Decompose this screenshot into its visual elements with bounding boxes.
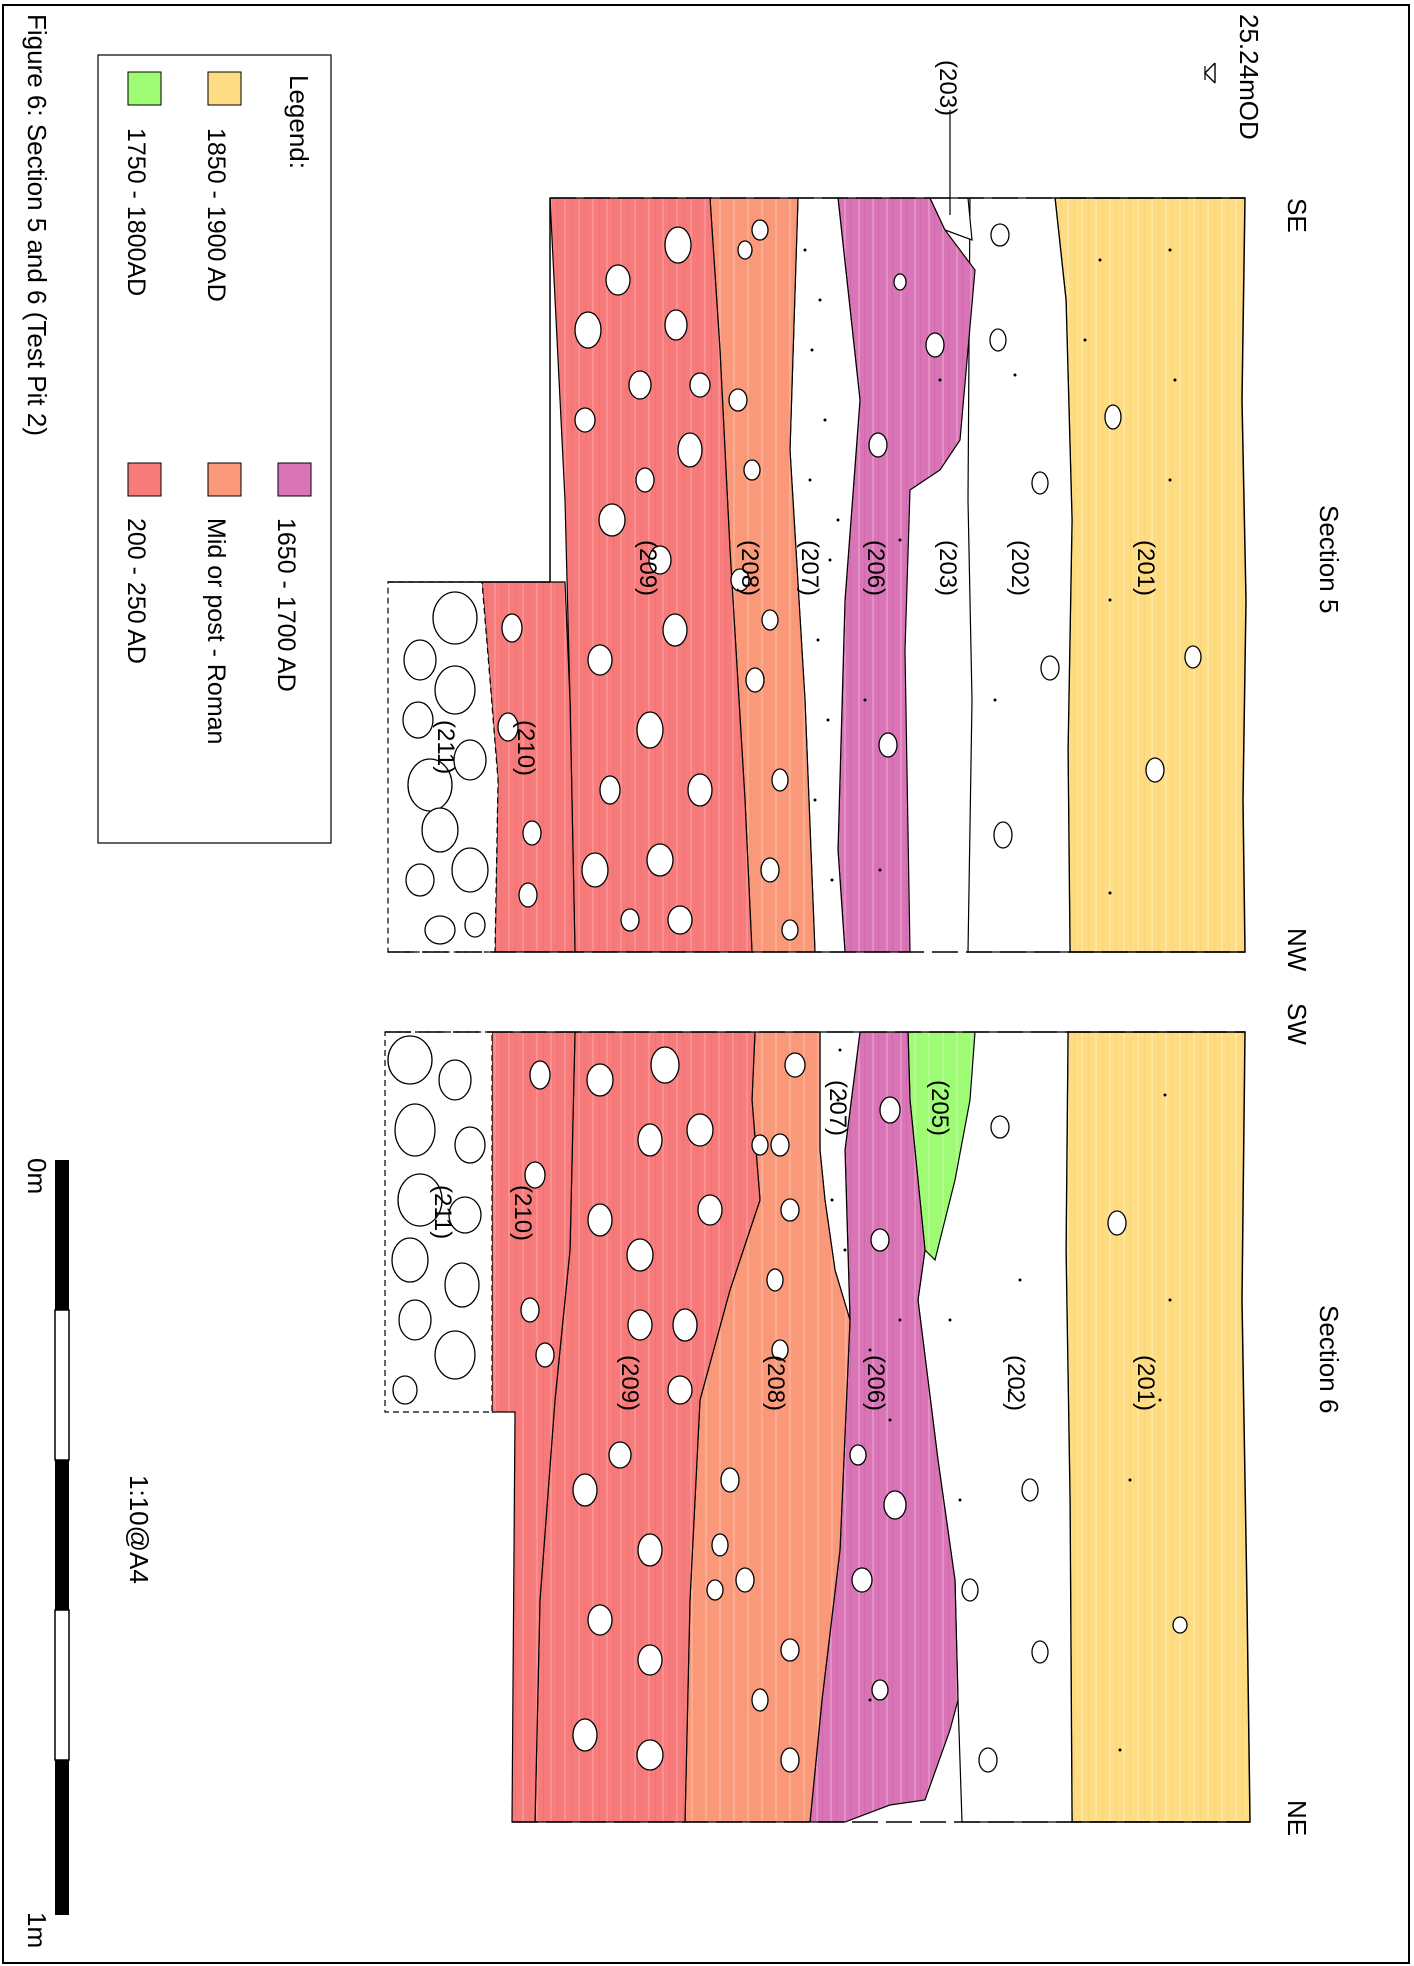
s5-end-se: SE bbox=[1282, 198, 1312, 233]
pebbles bbox=[387, 219, 1202, 1773]
scale-end-label: 1m bbox=[22, 1912, 52, 1948]
s5-label-206: (206) bbox=[862, 540, 889, 596]
layer-203-s5 bbox=[929, 197, 973, 241]
legend-label-3: Mid or post - Roman bbox=[202, 518, 230, 744]
layer-202-s5 bbox=[967, 197, 1073, 953]
s5-label-201: (201) bbox=[1132, 540, 1159, 596]
s5-label-207: (207) bbox=[796, 540, 823, 596]
s5-callout-203: (203) bbox=[934, 60, 961, 116]
s6-label-209: (209) bbox=[616, 1355, 643, 1411]
s6-label-201: (201) bbox=[1132, 1355, 1159, 1411]
legend-label-1: 1750 - 1800AD bbox=[122, 128, 150, 296]
s6-end-sw: SW bbox=[1282, 1003, 1312, 1045]
layer-210-s6 bbox=[491, 1031, 576, 1823]
scale-bar: 0m 1m 1:10@A4 bbox=[22, 1158, 154, 1948]
legend-swatch-3 bbox=[207, 462, 242, 497]
s6-label-208: (208) bbox=[762, 1355, 789, 1411]
s6-label-207: (207) bbox=[824, 1080, 851, 1136]
s5-label-202: (202) bbox=[1006, 540, 1033, 596]
scale-start-label: 0m bbox=[22, 1158, 52, 1194]
section-5-title: Section 5 bbox=[1314, 505, 1344, 613]
legend-swatch-2 bbox=[277, 462, 312, 497]
legend-title: Legend: bbox=[284, 75, 314, 169]
legend-label-2: 1650 - 1700 AD bbox=[272, 518, 300, 692]
context-labels: (201) (202) (203) (206) (207) (208) (209… bbox=[429, 60, 1159, 1411]
legend-label-4: 200 - 250 AD bbox=[122, 518, 150, 664]
legend: Legend: 1850 - 1900 AD 1750 - 1800AD 165… bbox=[97, 54, 332, 844]
datum-marker bbox=[1204, 62, 1216, 84]
speckles bbox=[803, 248, 1177, 1752]
figure-caption: Figure 6: Section 5 and 6 (Test Pit 2) bbox=[22, 14, 52, 436]
s6-label-202: (202) bbox=[1002, 1355, 1029, 1411]
section-6 bbox=[384, 1031, 1251, 1823]
s5-label-211: (211) bbox=[432, 720, 459, 774]
s5-end-nw: NW bbox=[1282, 928, 1312, 972]
s6-label-205: (205) bbox=[926, 1080, 953, 1136]
s5-label-208: (208) bbox=[736, 540, 763, 596]
legend-box bbox=[97, 54, 332, 844]
legend-swatch-4 bbox=[127, 462, 162, 497]
s6-label-211: (211) bbox=[429, 1185, 456, 1239]
s5-label-209: (209) bbox=[634, 540, 661, 596]
datum-label: 25.24mOD bbox=[1234, 14, 1264, 140]
legend-swatch-1 bbox=[127, 71, 162, 106]
s6-end-ne: NE bbox=[1282, 1800, 1312, 1836]
scale-ratio-label: 1:10@A4 bbox=[124, 1475, 154, 1584]
legend-swatch-0 bbox=[207, 71, 242, 106]
figure-frame bbox=[2, 4, 1410, 1964]
layer-201-s6 bbox=[1065, 1031, 1251, 1823]
s6-label-206: (206) bbox=[862, 1355, 889, 1411]
s6-label-210: (210) bbox=[509, 1185, 536, 1241]
section-headings: Section 5 Section 6 SE NW SW NE 25.24mOD bbox=[1234, 14, 1344, 1836]
section-6-title: Section 6 bbox=[1314, 1305, 1344, 1413]
s5-label-203: (203) bbox=[934, 540, 961, 596]
s5-label-210: (210) bbox=[512, 720, 539, 776]
legend-label-0: 1850 - 1900 AD bbox=[202, 128, 230, 302]
